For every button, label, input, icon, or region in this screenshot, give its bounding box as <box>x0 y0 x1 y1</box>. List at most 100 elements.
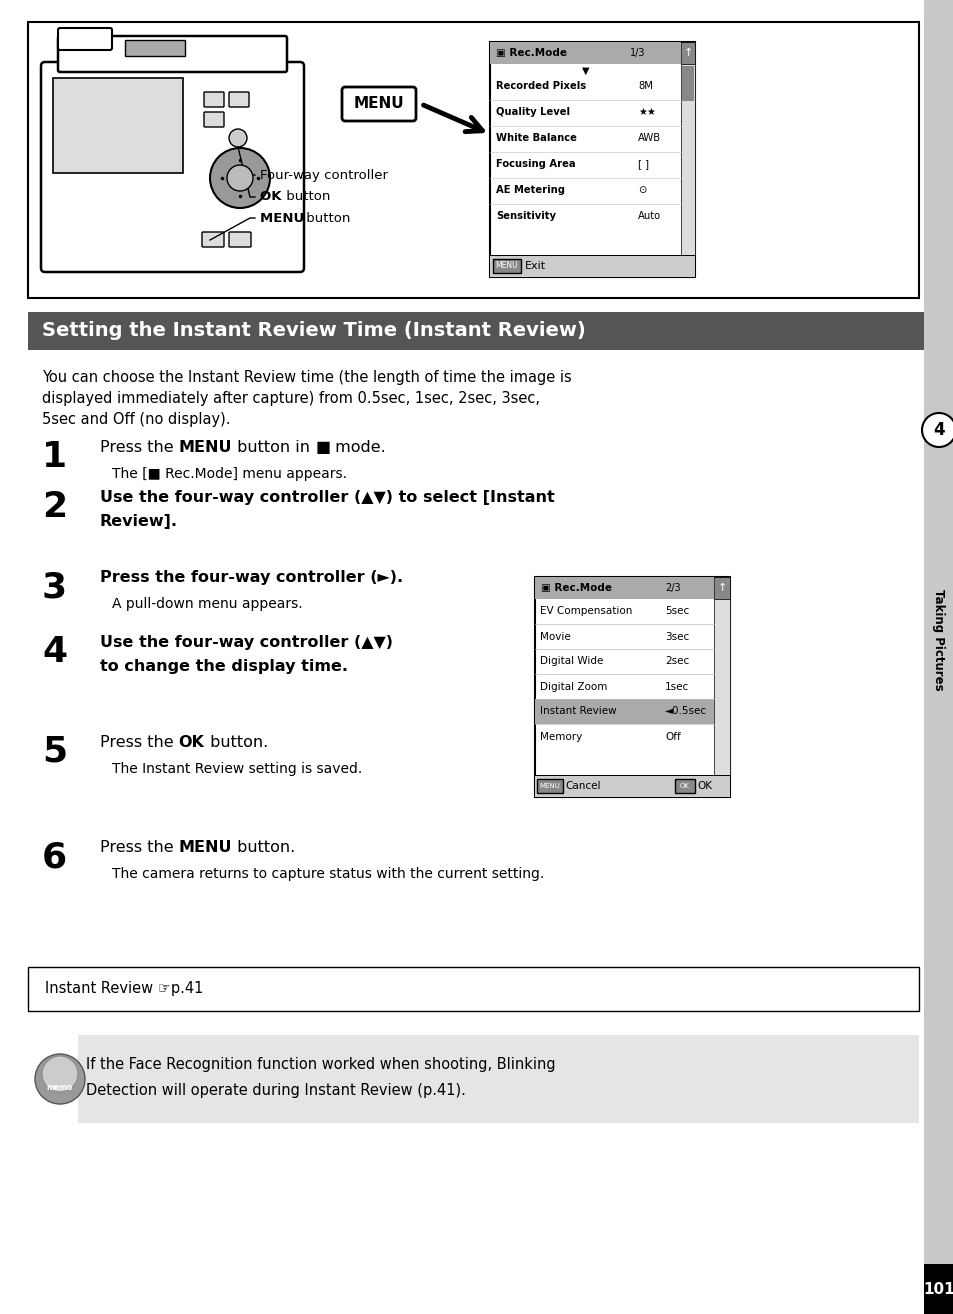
Bar <box>28 22 918 298</box>
Text: White Balance: White Balance <box>496 133 577 143</box>
Text: 1sec: 1sec <box>664 682 688 691</box>
Bar <box>490 42 680 64</box>
FancyBboxPatch shape <box>58 35 287 72</box>
Bar <box>923 1264 953 1314</box>
Text: Off: Off <box>664 732 680 741</box>
Text: Focusing Area: Focusing Area <box>496 159 575 170</box>
FancyBboxPatch shape <box>229 92 249 106</box>
Text: 2sec: 2sec <box>664 657 688 666</box>
Text: 3sec: 3sec <box>664 632 688 641</box>
Bar <box>490 42 695 277</box>
Circle shape <box>42 1056 78 1092</box>
Bar <box>680 42 695 64</box>
Text: You can choose the Instant Review time (the length of time the image is: You can choose the Instant Review time (… <box>42 371 571 385</box>
Text: 1/3: 1/3 <box>629 49 645 58</box>
Text: button.: button. <box>232 840 295 855</box>
Text: Use the four-way controller (▲▼): Use the four-way controller (▲▼) <box>100 635 393 650</box>
Text: If the Face Recognition function worked when shooting, Blinking: If the Face Recognition function worked … <box>86 1056 555 1072</box>
Text: Instant Review: Instant Review <box>539 707 616 716</box>
Bar <box>490 255 695 277</box>
FancyBboxPatch shape <box>204 92 224 106</box>
Bar <box>923 0 953 1314</box>
Text: ▼: ▼ <box>581 66 589 76</box>
Text: Quality Level: Quality Level <box>496 106 569 117</box>
Text: MENU: MENU <box>496 261 517 271</box>
Text: 4: 4 <box>932 420 943 439</box>
Bar <box>713 577 729 599</box>
Bar <box>28 311 923 350</box>
Text: EV Compensation: EV Compensation <box>539 607 632 616</box>
Text: OK: OK <box>178 735 204 750</box>
Text: ★★: ★★ <box>638 106 656 117</box>
Text: Four-way controller: Four-way controller <box>260 168 388 181</box>
Text: Taking Pictures: Taking Pictures <box>931 589 944 691</box>
FancyBboxPatch shape <box>675 779 695 794</box>
Text: Press the: Press the <box>100 840 178 855</box>
FancyBboxPatch shape <box>58 28 112 50</box>
Text: ⊙: ⊙ <box>638 185 646 194</box>
Text: ▣ Rec.Mode: ▣ Rec.Mode <box>540 583 612 593</box>
Text: OK: OK <box>697 781 711 791</box>
FancyBboxPatch shape <box>204 112 224 127</box>
Text: Digital Wide: Digital Wide <box>539 657 602 666</box>
Text: Press the: Press the <box>100 440 178 455</box>
Bar <box>680 64 695 255</box>
Text: ↑: ↑ <box>717 583 726 593</box>
Text: 5: 5 <box>42 735 67 769</box>
Text: The camera returns to capture status with the current setting.: The camera returns to capture status wit… <box>112 867 543 880</box>
Text: button: button <box>282 191 330 204</box>
Bar <box>713 599 729 775</box>
Text: Detection will operate during Instant Review (p.41).: Detection will operate during Instant Re… <box>86 1083 465 1099</box>
Text: Sensitivity: Sensitivity <box>496 212 556 221</box>
Circle shape <box>35 1054 85 1104</box>
Text: Cancel: Cancel <box>564 781 599 791</box>
FancyBboxPatch shape <box>341 87 416 121</box>
Text: 5sec and Off (no display).: 5sec and Off (no display). <box>42 413 231 427</box>
Bar <box>125 39 185 57</box>
Text: Setting the Instant Review Time (Instant Review): Setting the Instant Review Time (Instant… <box>42 322 585 340</box>
Circle shape <box>921 413 953 447</box>
FancyBboxPatch shape <box>537 779 562 794</box>
Bar <box>535 577 713 599</box>
Text: ■: ■ <box>315 440 330 455</box>
Text: Press the four-way controller (►).: Press the four-way controller (►). <box>100 570 403 585</box>
Text: ▣ Rec.Mode: ▣ Rec.Mode <box>496 49 566 58</box>
Text: A pull-down menu appears.: A pull-down menu appears. <box>112 597 302 611</box>
Text: 2/3: 2/3 <box>664 583 679 593</box>
Text: MENU: MENU <box>354 96 404 112</box>
Bar <box>78 1035 918 1123</box>
Bar <box>681 66 693 101</box>
Text: 2: 2 <box>42 490 67 524</box>
Text: 101: 101 <box>923 1281 953 1297</box>
Text: MENU: MENU <box>178 440 232 455</box>
Text: Recorded Pixels: Recorded Pixels <box>496 81 585 91</box>
Bar <box>28 967 918 1010</box>
Text: 3: 3 <box>42 570 67 604</box>
Text: Digital Zoom: Digital Zoom <box>539 682 607 691</box>
Text: MENU: MENU <box>539 783 559 788</box>
Text: ◄0.5sec: ◄0.5sec <box>664 707 706 716</box>
FancyBboxPatch shape <box>202 233 224 247</box>
FancyBboxPatch shape <box>493 259 520 273</box>
Text: button: button <box>302 212 350 225</box>
Text: displayed immediately after capture) from 0.5sec, 1sec, 2sec, 3sec,: displayed immediately after capture) fro… <box>42 392 539 406</box>
Text: 8M: 8M <box>638 81 652 91</box>
Text: Instant Review ☞p.41: Instant Review ☞p.41 <box>45 982 203 996</box>
Text: OK: OK <box>260 191 286 204</box>
Text: Movie: Movie <box>539 632 570 641</box>
Text: button in: button in <box>232 440 315 455</box>
Text: MENU: MENU <box>178 840 232 855</box>
Bar <box>53 78 183 173</box>
Text: Exit: Exit <box>524 261 545 271</box>
Text: AE Metering: AE Metering <box>496 185 564 194</box>
Text: ↑: ↑ <box>682 49 692 58</box>
Text: Auto: Auto <box>638 212 660 221</box>
Circle shape <box>227 166 253 191</box>
Circle shape <box>229 129 247 147</box>
Text: memo: memo <box>47 1083 73 1092</box>
Text: Press the: Press the <box>100 735 178 750</box>
Text: The Instant Review setting is saved.: The Instant Review setting is saved. <box>112 762 362 777</box>
Bar <box>535 775 729 798</box>
Text: 4: 4 <box>42 635 67 669</box>
Text: The [■ Rec.Mode] menu appears.: The [■ Rec.Mode] menu appears. <box>112 466 347 481</box>
